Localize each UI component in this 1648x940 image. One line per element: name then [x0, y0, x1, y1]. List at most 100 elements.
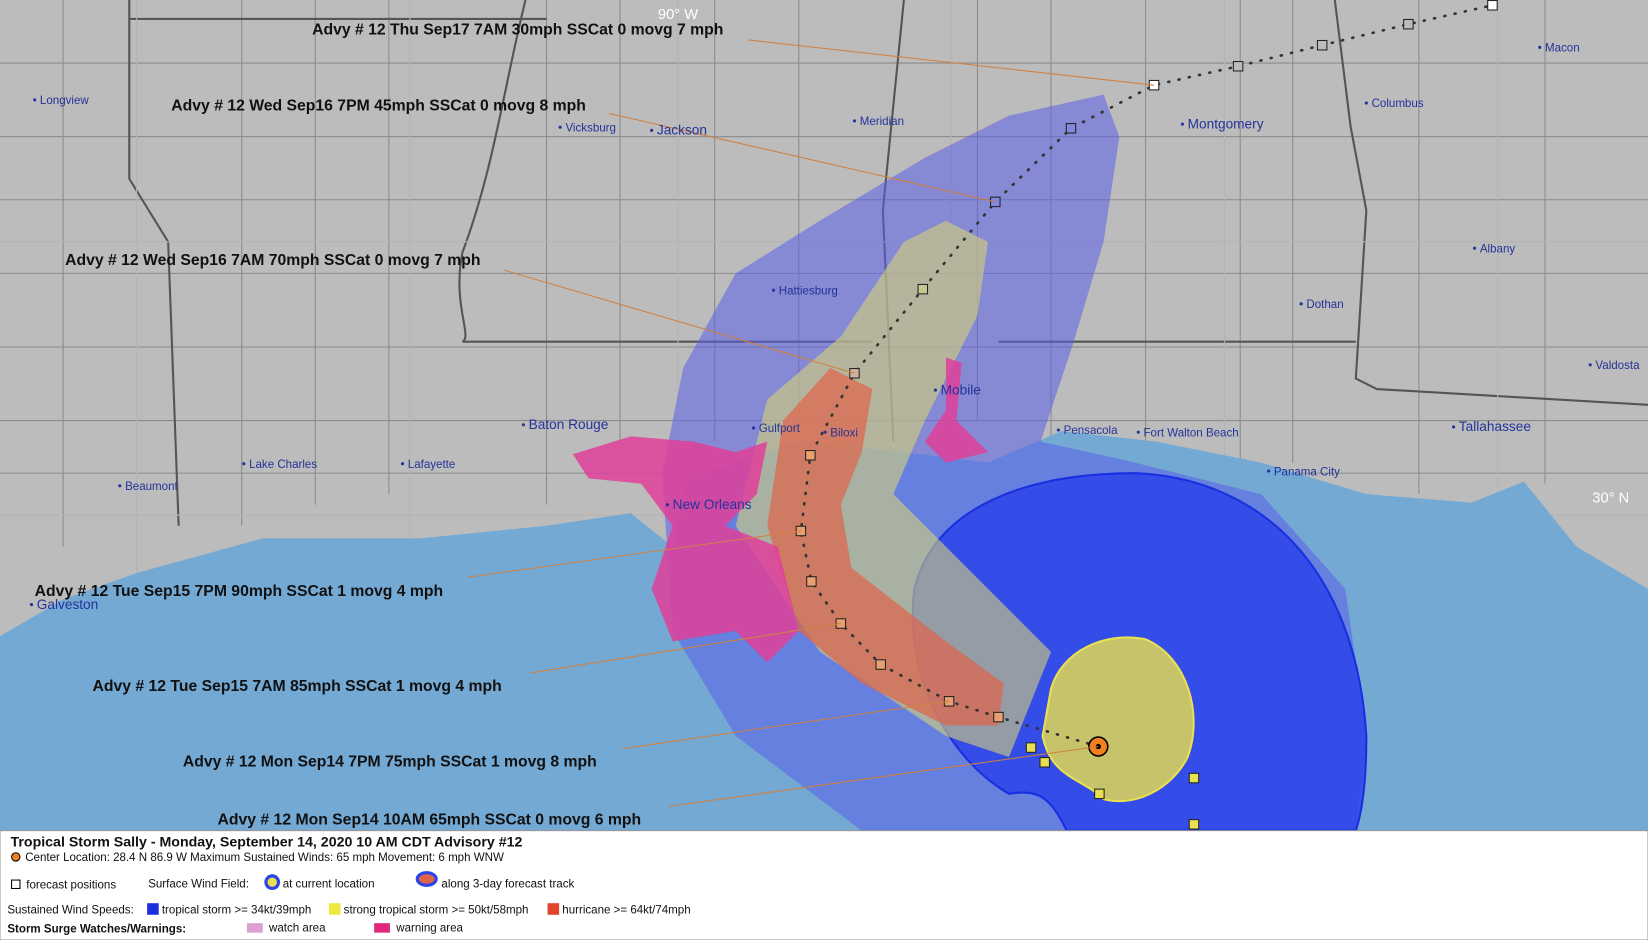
forecast-position: [1487, 0, 1498, 11]
leader-line: [504, 269, 855, 374]
legend-forecast-track: along 3-day forecast track: [441, 878, 574, 890]
advisory-label: Advy # 12 Thu Sep17 7AM 30mph SSCat 0 mo…: [312, 22, 723, 39]
leader-line: [467, 530, 801, 578]
city-dot: [1364, 101, 1368, 105]
city-label: Meridian: [860, 116, 904, 128]
sts-swatch: [328, 903, 341, 915]
leader-line: [609, 113, 996, 203]
longitude-label: 90° W: [658, 7, 698, 23]
forecast-icon: [11, 879, 21, 890]
legend-wind-field: Surface Wind Field:: [148, 878, 249, 890]
wind-field-position: [1039, 757, 1050, 768]
city-labels: Longview Vicksburg Jackson Meridian Montgome…: [29, 43, 1640, 612]
city-dot: [771, 288, 776, 292]
track-icon: [415, 871, 438, 887]
forecast-position: [875, 659, 887, 670]
forecast-position: [805, 450, 816, 461]
city-dot: [1588, 363, 1592, 367]
current-icon: [264, 874, 281, 891]
city-dot: [1473, 246, 1477, 250]
city-label: Fort Walton Beach: [1144, 427, 1239, 439]
city-label: Mobile: [941, 382, 981, 397]
watch-swatch: [246, 923, 263, 933]
city-label: Columbus: [1372, 98, 1424, 110]
wind-field-position: [1094, 788, 1105, 800]
wind-field-position: [1025, 742, 1037, 753]
city-dot: [29, 603, 34, 607]
city-label: Galveston: [37, 597, 98, 612]
forecast-position: [993, 711, 1004, 723]
city-dot: [242, 462, 246, 466]
storm-surge-warning-area: [572, 357, 988, 663]
legend-warning: warning area: [395, 923, 463, 935]
city-label: Albany: [1480, 243, 1516, 255]
advisory-label: Advy # 12 Wed Sep16 7PM 45mph SSCat 0 mo…: [171, 97, 586, 114]
city-label: Biloxi: [830, 427, 858, 439]
city-dot: [1451, 425, 1456, 429]
city-label: Tallahassee: [1459, 419, 1531, 434]
center-icon: [11, 852, 21, 862]
legend-strong-tropical-storm: strong tropical storm >= 50kt/58mph: [344, 905, 529, 917]
city-label: New Orleans: [673, 497, 752, 512]
city-dot: [823, 430, 827, 434]
hurricane-swatch: [547, 903, 560, 915]
city-dot: [118, 484, 122, 488]
legend-details: Center Location: 28.4 N 86.9 W Maximum S…: [25, 852, 504, 864]
city-label: Panama City: [1274, 466, 1340, 478]
advisory-labels: Advy # 12 Thu Sep17 7AM 30mph SSCat 0 mo…: [35, 22, 1155, 828]
city-label: Hattiesburg: [779, 285, 838, 297]
forecast-position: [1065, 123, 1077, 134]
city-dot: [1299, 302, 1303, 306]
legend-title: Tropical Storm Sally - Monday, September…: [11, 834, 523, 850]
legend-wind-speeds: Sustained Wind Speeds:: [7, 905, 133, 917]
city-dot: [665, 503, 669, 507]
city-label: Baton Rouge: [529, 417, 609, 432]
forecast-position: [1316, 39, 1328, 51]
city-label: Jackson: [657, 123, 707, 138]
advisory-label: Advy # 12 Wed Sep16 7AM 70mph SSCat 0 mo…: [65, 252, 480, 269]
advisory-label: Advy # 12 Tue Sep15 7PM 90mph SSCat 1 mo…: [35, 583, 443, 600]
city-label: Macon: [1545, 43, 1580, 55]
advisory-label: Advy # 12 Tue Sep15 7AM 85mph SSCat 1 mo…: [92, 678, 501, 695]
city-label: Lafayette: [408, 459, 456, 471]
city-label: Valdosta: [1595, 360, 1640, 372]
leader-line: [748, 39, 1155, 86]
forecast-position: [1232, 60, 1244, 72]
city-label: Longview: [40, 95, 89, 107]
wind-field-position: [1188, 772, 1200, 784]
city-label: Pensacola: [1064, 425, 1118, 437]
advisory-label: Advy # 12 Mon Sep14 10AM 65mph SSCat 0 m…: [218, 811, 642, 828]
forecast-position: [849, 368, 860, 379]
legend-watch: watch area: [268, 923, 326, 935]
city-label: Lake Charles: [249, 459, 317, 471]
city-label: Dothan: [1306, 299, 1343, 311]
forecast-position: [1403, 18, 1414, 30]
forecast-cone-hurricane: [767, 368, 1004, 726]
city-dot: [1267, 469, 1271, 473]
forecast-position: [795, 525, 807, 537]
advisory-label: Advy # 12 Mon Sep14 7PM 75mph SSCat 1 mo…: [183, 754, 597, 771]
city-dot: [33, 98, 37, 102]
legend-forecast-positions: forecast positions: [26, 879, 116, 891]
legend-hurricane: hurricane >= 64kt/74mph: [562, 905, 690, 917]
city-dot: [752, 426, 756, 430]
forecast-position: [806, 576, 817, 587]
leader-line: [530, 622, 841, 674]
city-label: Vicksburg: [565, 122, 615, 134]
legend-surge: Storm Surge Watches/Warnings:: [7, 924, 186, 936]
latitude-label: 30° N: [1592, 491, 1629, 507]
current-strong-tropical-storm-wind-field: [1041, 636, 1195, 803]
city-dot: [1136, 430, 1140, 434]
leader-line: [622, 700, 950, 750]
city-label: Montgomery: [1188, 116, 1264, 131]
city-dot: [1056, 428, 1060, 432]
city-dot: [521, 423, 525, 427]
city-label: Gulfport: [759, 423, 801, 435]
ts-swatch: [147, 903, 159, 915]
warning-swatch: [374, 923, 390, 933]
city-dot: [1538, 45, 1542, 49]
forecast-position: [917, 283, 929, 295]
city-dot: [558, 125, 562, 129]
city-dot: [852, 119, 857, 123]
